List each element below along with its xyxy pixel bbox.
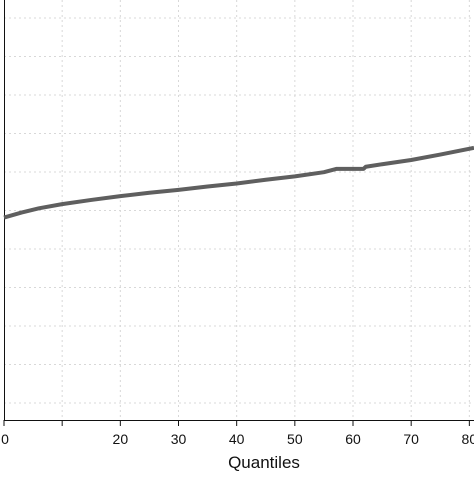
plot-area (3, 145, 474, 220)
x-tick-label: 30 (171, 431, 187, 447)
x-axis-title: Quantiles (228, 453, 300, 472)
x-tick-label: 50 (287, 431, 303, 447)
x-tick-label: 80 (462, 431, 474, 447)
x-axis-tick-labels: 0 20 30 40 50 60 70 80 (1, 431, 474, 447)
x-tick-label: 70 (403, 431, 419, 447)
grid (4, 0, 474, 420)
x-tick-label: 60 (345, 431, 361, 447)
series-line (3, 145, 474, 220)
x-tick-label: 0 (1, 431, 9, 447)
x-tick-label: 40 (229, 431, 245, 447)
x-axis-ticks (3, 420, 470, 426)
x-tick-label: 20 (113, 431, 129, 447)
